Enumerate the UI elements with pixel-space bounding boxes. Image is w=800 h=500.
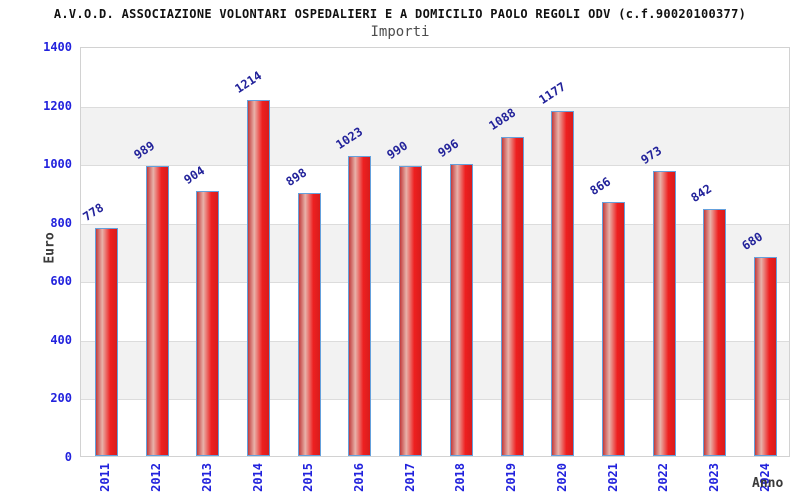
bar-2023 <box>703 209 726 456</box>
gridline <box>81 282 789 284</box>
bar-2011 <box>95 228 118 456</box>
bar-2012 <box>146 166 169 456</box>
bar-2024 <box>754 257 777 456</box>
x-tick-label-2017: 2017 <box>402 463 417 492</box>
bar-value-label: 904 <box>181 163 208 187</box>
x-tick-label-2022: 2022 <box>656 463 671 492</box>
bar-2015 <box>298 193 321 456</box>
bar-2013 <box>196 191 219 456</box>
bar-value-label: 1177 <box>536 79 569 107</box>
bar-value-label: 842 <box>688 181 715 205</box>
x-tick-label-2015: 2015 <box>301 463 316 492</box>
x-tick-label-2021: 2021 <box>605 463 620 492</box>
background-band <box>81 106 789 166</box>
bar-2014 <box>247 100 270 456</box>
bar-2018 <box>450 164 473 456</box>
bar-2022 <box>653 171 676 456</box>
x-tick-label-2018: 2018 <box>453 463 468 492</box>
gridline <box>81 340 789 342</box>
chart-subtitle: Importi <box>370 24 430 40</box>
y-tick-label: 200 <box>50 391 72 406</box>
y-tick-label: 800 <box>50 215 72 230</box>
y-tick-label: 1000 <box>43 157 72 172</box>
bar-2016 <box>348 156 371 456</box>
gridline <box>81 399 789 401</box>
y-tick-label: 1200 <box>43 98 72 113</box>
bar-2021 <box>602 202 625 456</box>
background-band <box>81 340 789 400</box>
y-tick-label: 0 <box>64 450 72 464</box>
x-tick-label-2019: 2019 <box>504 463 519 492</box>
bar-2020 <box>551 111 574 456</box>
bar-value-label: 866 <box>587 174 614 198</box>
x-tick-label-2012: 2012 <box>149 463 164 492</box>
bar-2019 <box>501 137 524 456</box>
chart-title: A.V.O.D. ASSOCIAZIONE VOLONTARI OSPEDALI… <box>53 7 747 21</box>
plot-area: 778 989 904 1214 898 1023 990 996 1088 1177 866 973… <box>80 47 790 457</box>
background-band <box>81 223 789 283</box>
x-axis-label: Anno <box>752 476 784 491</box>
x-tick-label-2023: 2023 <box>706 463 721 492</box>
y-tick-label: 400 <box>50 332 72 347</box>
x-tick-label-2016: 2016 <box>351 463 366 492</box>
x-tick-label-2011: 2011 <box>98 463 113 492</box>
bar-value-label: 898 <box>283 165 310 189</box>
gridline <box>81 223 789 225</box>
x-tick-label-2014: 2014 <box>250 463 265 492</box>
y-tick-label: 600 <box>50 274 72 289</box>
x-tick-label-2020: 2020 <box>554 463 569 492</box>
x-tick-label-2013: 2013 <box>199 463 214 492</box>
bar-2017 <box>399 166 422 456</box>
y-axis-label: Euro <box>42 232 58 264</box>
bar-value-label: 1214 <box>232 68 265 96</box>
y-tick-label: 1400 <box>43 40 72 54</box>
gridline <box>81 165 789 167</box>
bar-value-label: 778 <box>80 200 107 224</box>
gridline <box>81 106 789 108</box>
